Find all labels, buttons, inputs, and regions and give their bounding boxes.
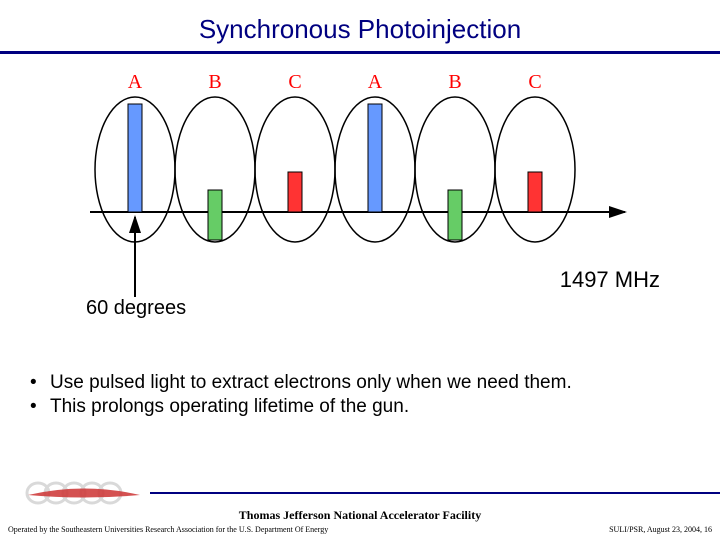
footer: Thomas Jefferson National Accelerator Fa… — [0, 480, 720, 540]
bullet-text: Use pulsed light to extract electrons on… — [50, 372, 572, 394]
page-title: Synchronous Photoinjection — [0, 14, 720, 45]
footer-line — [0, 480, 720, 506]
footer-rule — [150, 492, 720, 494]
sine-diagram: ABCABC — [80, 72, 640, 302]
svg-text:B: B — [208, 72, 221, 93]
footer-bottom: Operated by the Southeastern Universitie… — [0, 523, 720, 540]
diagram-wrap: ABCABC 1497 MHz 60 degrees — [0, 72, 720, 302]
svg-text:C: C — [288, 72, 301, 93]
bullet-item: •Use pulsed light to extract electrons o… — [30, 372, 702, 394]
degrees-label: 60 degrees — [86, 297, 186, 320]
bullet-item: •This prolongs operating lifetime of the… — [30, 396, 702, 418]
bullet-dot-icon: • — [30, 372, 50, 394]
svg-text:C: C — [528, 72, 541, 93]
svg-text:B: B — [448, 72, 461, 93]
facility-name: Thomas Jefferson National Accelerator Fa… — [0, 508, 720, 523]
bullet-dot-icon: • — [30, 396, 50, 418]
jlab-logo — [24, 480, 144, 506]
title-area: Synchronous Photoinjection — [0, 0, 720, 54]
slide-stamp: SULI/PSR, August 23, 2004, 16 — [609, 525, 712, 534]
bullet-text: This prolongs operating lifetime of the … — [50, 396, 409, 418]
bullets: •Use pulsed light to extract electrons o… — [30, 372, 702, 418]
svg-text:A: A — [128, 72, 143, 93]
svg-text:A: A — [368, 72, 383, 93]
title-rule — [0, 51, 720, 54]
operated-by: Operated by the Southeastern Universitie… — [8, 525, 328, 534]
frequency-label: 1497 MHz — [560, 267, 660, 293]
